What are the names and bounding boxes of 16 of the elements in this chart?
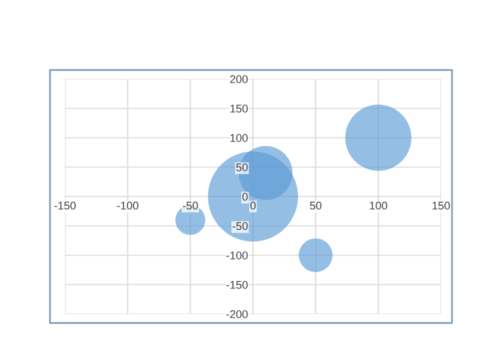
y-tick-label: 50 <box>236 163 248 172</box>
y-tick-label: -200 <box>226 310 248 318</box>
y-tick-label: -50 <box>232 222 248 230</box>
y-tick-label: -100 <box>226 252 248 260</box>
x-tick-label: -150 <box>54 202 76 210</box>
x-tick-label: 100 <box>370 202 388 210</box>
x-tick-label: 0 <box>250 202 256 210</box>
x-tick-label: -50 <box>182 202 198 210</box>
x-tick-label: 150 <box>432 202 450 210</box>
y-tick-label: -150 <box>226 280 248 289</box>
y-tick-label: 100 <box>230 134 248 142</box>
x-tick-label: -100 <box>117 202 138 210</box>
y-tick-label: 150 <box>230 104 248 113</box>
y-tick-label: 200 <box>230 75 248 84</box>
y-tick-label: 0 <box>242 192 248 201</box>
x-tick-label: 50 <box>310 202 322 210</box>
